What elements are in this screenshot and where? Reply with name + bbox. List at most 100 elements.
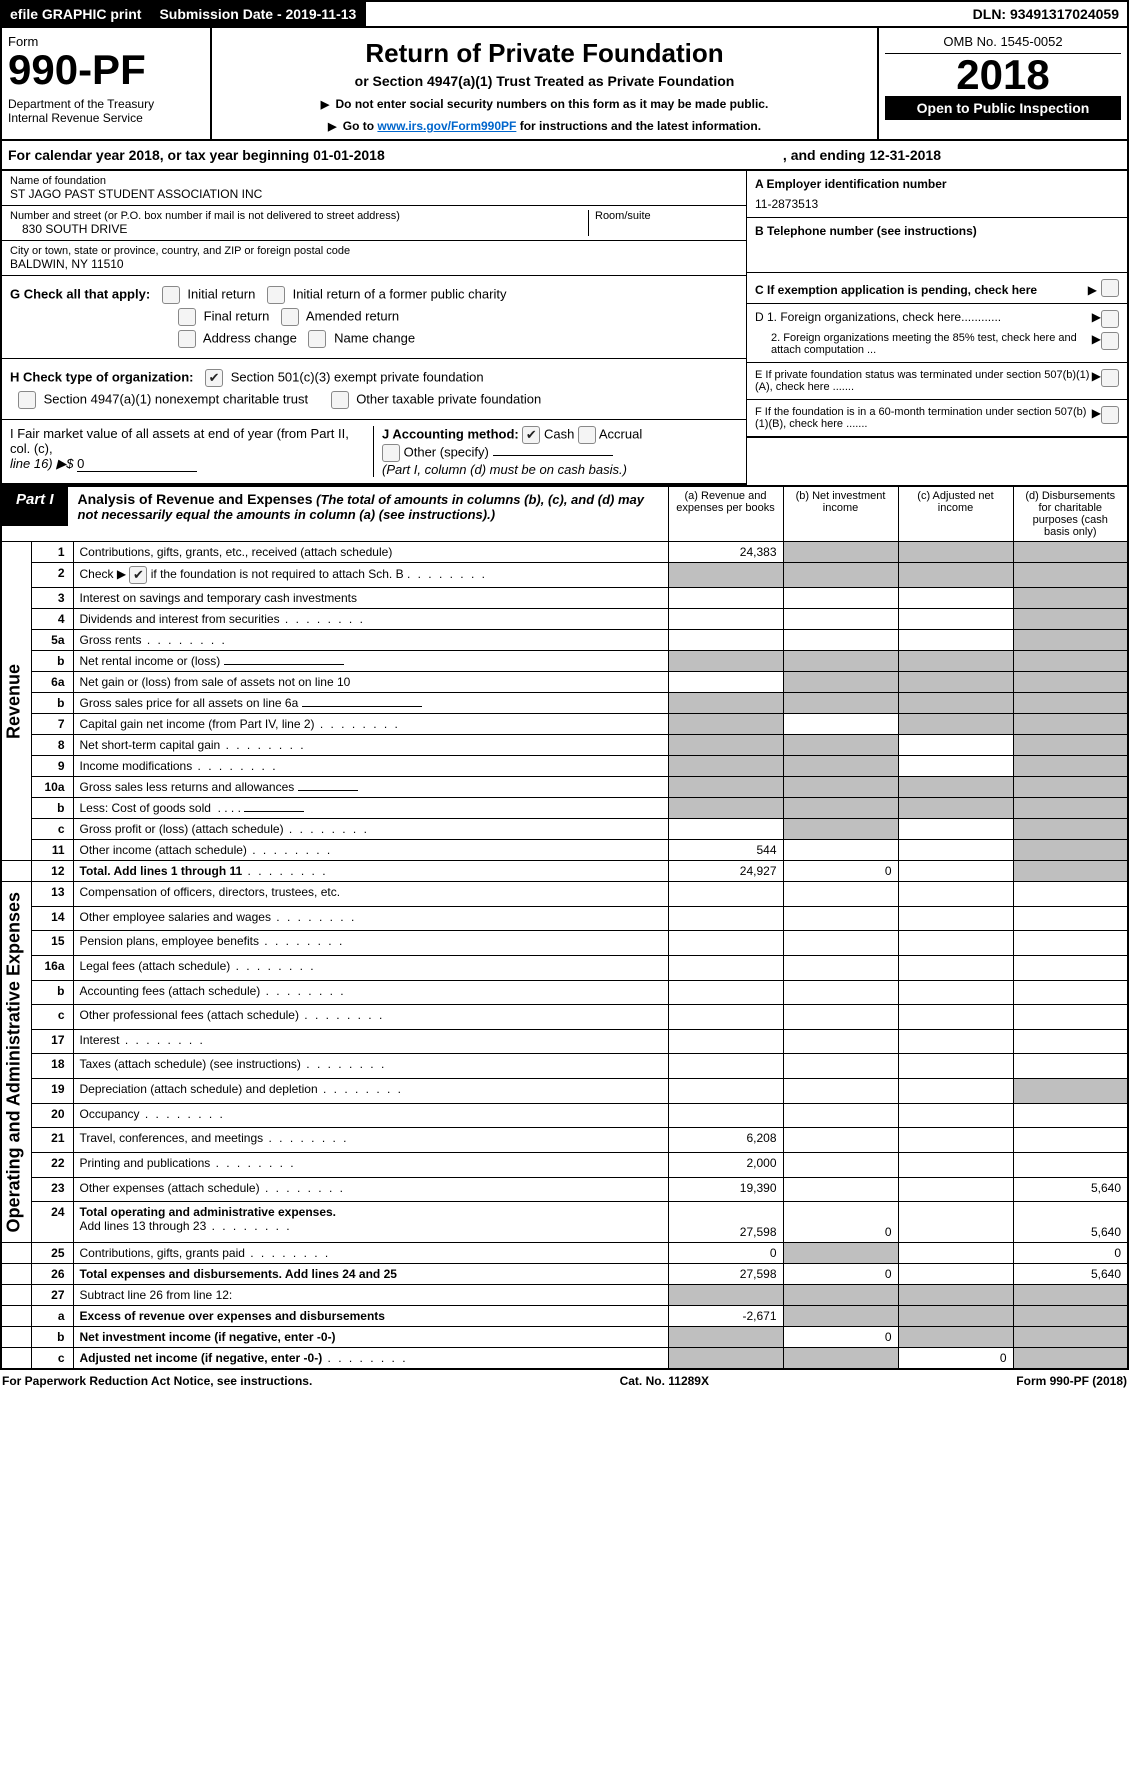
d2-label: 2. Foreign organizations meeting the 85%… [755,332,1092,356]
row-desc: Depreciation (attach schedule) and deple… [73,1079,668,1104]
j-cash-label: Cash [544,426,574,441]
row-desc: Net gain or (loss) from sale of assets n… [73,672,668,693]
cell-value: 0 [783,1264,898,1285]
row-num: 3 [31,588,73,609]
footer-left: For Paperwork Reduction Act Notice, see … [2,1374,312,1388]
cell-value: 6,208 [668,1128,783,1153]
h-label: H Check type of organization: [10,369,193,384]
cell-value: 19,390 [668,1177,783,1202]
row-num: 19 [31,1079,73,1104]
row-num: b [31,651,73,672]
j-other-input[interactable] [493,455,613,456]
section-g: G Check all that apply: Initial return I… [2,276,746,359]
row-num: 20 [31,1103,73,1128]
part1-label: Part I [2,487,68,526]
checkbox-initial-return[interactable] [162,286,180,304]
row-num: 25 [31,1243,73,1264]
checkbox-c[interactable] [1101,279,1119,297]
cell-value: 0 [783,861,898,882]
ein-label: A Employer identification number [755,177,947,191]
c-label: C If exemption application is pending, c… [755,283,1037,297]
cal-pre: For calendar year 2018, or tax year begi… [8,147,309,163]
dln: DLN: 93491317024059 [965,2,1127,26]
checkbox-4947[interactable] [18,391,36,409]
checkbox-other-taxable[interactable] [331,391,349,409]
h-other-label: Other taxable private foundation [356,391,541,406]
cal-begin: 01-01-2018 [313,147,385,163]
h-4947-label: Section 4947(a)(1) nonexempt charitable … [44,391,308,406]
row-num: 13 [31,882,73,907]
submission-date: Submission Date - 2019-11-13 [151,2,366,26]
row-num: 18 [31,1054,73,1079]
checkbox-d1[interactable] [1101,310,1119,328]
cell-value: 0 [1013,1243,1128,1264]
checkbox-name-change[interactable] [308,330,326,348]
cell-value: 5,640 [1013,1177,1128,1202]
row-desc: Subtract line 26 from line 12: [73,1285,668,1306]
row-desc: Adjusted net income (if negative, enter … [73,1348,668,1370]
irs-link[interactable]: www.irs.gov/Form990PF [377,119,516,133]
row-desc: Other professional fees (attach schedule… [73,1005,668,1030]
checkbox-sch-b[interactable] [129,566,147,584]
cell-value: 24,927 [668,861,783,882]
expenses-side-label: Operating and Administrative Expenses [1,882,31,1243]
row-num: b [31,1327,73,1348]
row-num: c [31,819,73,840]
checkbox-e[interactable] [1101,369,1119,387]
row-desc: Contributions, gifts, grants, etc., rece… [73,542,668,563]
row-desc: Less: Cost of goods sold . . . . [73,798,668,819]
row-num: 5a [31,630,73,651]
row-num: 9 [31,756,73,777]
row-desc: Check ▶ if the foundation is not require… [73,563,668,588]
row-num: 23 [31,1177,73,1202]
checkbox-address-change[interactable] [178,330,196,348]
checkbox-f[interactable] [1101,406,1119,424]
arrow-icon [328,119,339,133]
checkbox-d2[interactable] [1101,332,1119,350]
row-desc: Gross rents [73,630,668,651]
col-d-header: (d) Disbursements for charitable purpose… [1013,486,1128,542]
g-address-label: Address change [203,330,297,345]
checkbox-final-return[interactable] [178,308,196,326]
revenue-side-label: Revenue [1,542,31,861]
row-num: 22 [31,1153,73,1178]
checkbox-accrual[interactable] [578,426,596,444]
row-num: 1 [31,542,73,563]
row-num: a [31,1306,73,1327]
checkbox-amended-return[interactable] [281,308,299,326]
row-desc: Total. Add lines 1 through 11 [73,861,668,882]
row-desc: Capital gain net income (from Part IV, l… [73,714,668,735]
tel-label: B Telephone number (see instructions) [755,224,977,238]
row-num: 6a [31,672,73,693]
row-num: 17 [31,1029,73,1054]
row-num: 2 [31,563,73,588]
checkbox-cash[interactable] [522,426,540,444]
efile-btn[interactable]: efile GRAPHIC print [2,2,151,26]
fmv-value: 0 [77,456,197,472]
row-desc: Net short-term capital gain [73,735,668,756]
checkbox-501c3[interactable] [205,369,223,387]
row-desc: Other employee salaries and wages [73,906,668,931]
cell-value: -2,671 [668,1306,783,1327]
j-label: J Accounting method: [382,426,519,441]
calendar-year-row: For calendar year 2018, or tax year begi… [0,141,1129,171]
row-num: 26 [31,1264,73,1285]
row-desc: Printing and publications [73,1153,668,1178]
footer-right: Form 990-PF (2018) [1016,1374,1127,1388]
cell-value: 24,383 [668,542,783,563]
row-desc: Taxes (attach schedule) (see instruction… [73,1054,668,1079]
ein-value: 11-2873513 [755,197,1119,211]
checkbox-initial-former[interactable] [267,286,285,304]
dept-line1: Department of the Treasury [8,97,204,111]
checkbox-other-method[interactable] [382,444,400,462]
tax-year: 2018 [885,54,1121,96]
row-desc: Other expenses (attach schedule) [73,1177,668,1202]
top-bar: efile GRAPHIC print Submission Date - 20… [0,0,1129,28]
g-namechange-label: Name change [334,330,415,345]
cell-value: 27,598 [668,1264,783,1285]
row-num: 27 [31,1285,73,1306]
g-former-label: Initial return of a former public charit… [293,286,507,301]
cell-value: 27,598 [668,1202,783,1243]
row-num: b [31,798,73,819]
row-desc: Income modifications [73,756,668,777]
